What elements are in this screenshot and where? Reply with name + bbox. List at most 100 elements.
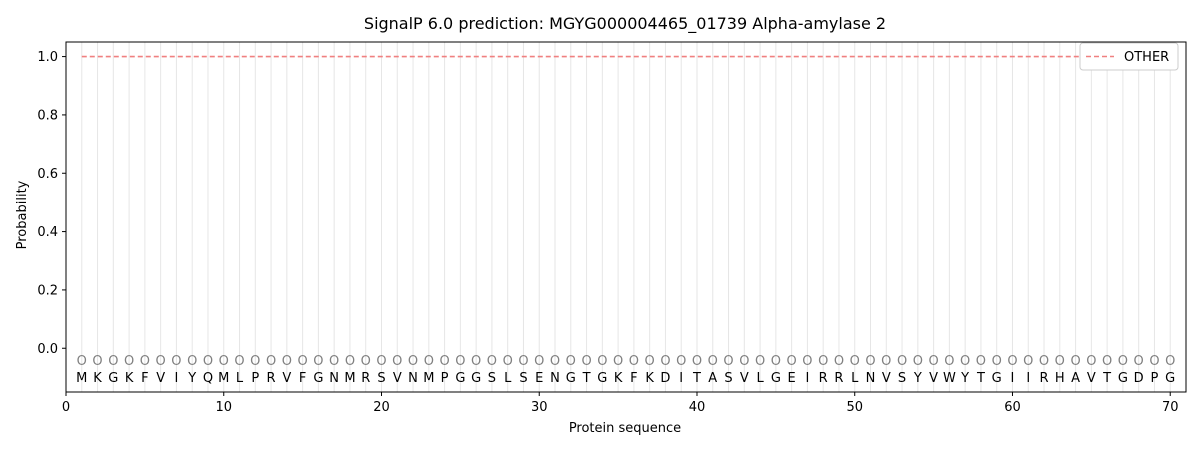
predicted-label: O	[1023, 354, 1033, 369]
predicted-label: O	[771, 354, 781, 369]
predicted-label: O	[692, 354, 702, 369]
predicted-label: O	[992, 354, 1002, 369]
residue-label: N	[866, 371, 876, 386]
predicted-label: O	[613, 354, 623, 369]
x-tick-label: 60	[1004, 400, 1021, 415]
residue-label: N	[550, 371, 560, 386]
y-tick-label: 0.8	[37, 108, 58, 123]
residue-label: V	[882, 371, 891, 386]
residue-label: I	[175, 371, 179, 386]
residue-label: S	[488, 371, 496, 386]
residue-label: N	[408, 371, 418, 386]
residue-label: R	[267, 371, 276, 386]
residue-label: A	[708, 371, 717, 386]
predicted-label: O	[156, 354, 166, 369]
grid-layer	[81, 42, 1171, 392]
predicted-label: O	[77, 354, 87, 369]
residue-label: L	[851, 371, 859, 386]
predicted-label: O	[534, 354, 544, 369]
predicted-label: O	[818, 354, 828, 369]
predicted-label: O	[755, 354, 765, 369]
residue-label: P	[251, 371, 259, 386]
residue-label: G	[771, 371, 781, 386]
x-tick-label: 0	[62, 400, 70, 415]
residue-label: T	[976, 371, 985, 386]
residue-label: S	[724, 371, 732, 386]
predicted-label: O	[250, 354, 260, 369]
residue-label: V	[929, 371, 938, 386]
predicted-label: O	[518, 354, 528, 369]
residue-label: I	[805, 371, 809, 386]
residue-label: V	[156, 371, 165, 386]
residue-label: Y	[913, 371, 922, 386]
predicted-label: O	[455, 354, 465, 369]
x-tick-label: 50	[846, 400, 863, 415]
residue-label: R	[819, 371, 828, 386]
x-tick-label: 10	[215, 400, 232, 415]
residue-label: G	[108, 371, 118, 386]
residue-label: V	[740, 371, 749, 386]
labels-layer: OMOKOGOKOFOVOIOYOQOMOLOPOROVOFOGONOMOROS…	[76, 354, 1175, 386]
y-axis-label: Probability	[15, 180, 30, 249]
residue-label: D	[1134, 371, 1144, 386]
predicted-label: O	[392, 354, 402, 369]
residue-label: E	[788, 371, 796, 386]
x-tick-label: 70	[1162, 400, 1179, 415]
predicted-label: O	[881, 354, 891, 369]
residue-label: K	[93, 371, 102, 386]
residue-label: R	[1040, 371, 1049, 386]
residue-label: G	[455, 371, 465, 386]
residue-label: T	[582, 371, 591, 386]
residue-label: F	[141, 371, 148, 386]
y-tick-label: 0.0	[37, 342, 58, 357]
predicted-label: O	[1134, 354, 1144, 369]
residue-label: P	[441, 371, 449, 386]
predicted-label: O	[234, 354, 244, 369]
predicted-label: O	[645, 354, 655, 369]
predicted-label: O	[865, 354, 875, 369]
predicted-label: O	[298, 354, 308, 369]
legend: OTHER	[1079, 42, 1179, 71]
predicted-label: O	[1149, 354, 1159, 369]
predicted-label: O	[408, 354, 418, 369]
residue-label: L	[236, 371, 244, 386]
predicted-label: O	[1039, 354, 1049, 369]
residue-label: G	[313, 371, 323, 386]
predicted-label: O	[850, 354, 860, 369]
residue-label: T	[692, 371, 701, 386]
residue-label: H	[1055, 371, 1065, 386]
predicted-label: O	[566, 354, 576, 369]
residue-label: G	[597, 371, 607, 386]
predicted-label: O	[203, 354, 213, 369]
predicted-label: O	[313, 354, 323, 369]
residue-label: V	[282, 371, 291, 386]
x-axis: 0 10 20 30 40 50 60 70	[62, 392, 1179, 415]
y-axis: 0.0 0.2 0.4 0.6 0.8 1.0	[37, 50, 66, 357]
predicted-label: O	[739, 354, 749, 369]
predicted-label: O	[913, 354, 923, 369]
residue-label: G	[1165, 371, 1175, 386]
residue-label: V	[1087, 371, 1096, 386]
predicted-label: O	[171, 354, 181, 369]
predicted-label: O	[597, 354, 607, 369]
predicted-label: O	[282, 354, 292, 369]
residue-label: F	[630, 371, 637, 386]
residue-label: M	[218, 371, 229, 386]
residue-label: K	[125, 371, 134, 386]
residue-label: Y	[187, 371, 196, 386]
legend-frame	[1079, 42, 1179, 71]
residue-label: G	[992, 371, 1002, 386]
predicted-label: O	[676, 354, 686, 369]
y-tick-label: 0.6	[37, 167, 58, 182]
x-tick-label: 30	[531, 400, 548, 415]
predicted-label: O	[834, 354, 844, 369]
residue-label: I	[1026, 371, 1030, 386]
chart-title: SignalP 6.0 prediction: MGYG000004465_01…	[364, 14, 886, 34]
residue-label: P	[1151, 371, 1159, 386]
residue-label: T	[1102, 371, 1111, 386]
residue-label: G	[471, 371, 481, 386]
predicted-label: O	[487, 354, 497, 369]
predicted-label: O	[266, 354, 276, 369]
residue-label: E	[535, 371, 543, 386]
predicted-label: O	[424, 354, 434, 369]
